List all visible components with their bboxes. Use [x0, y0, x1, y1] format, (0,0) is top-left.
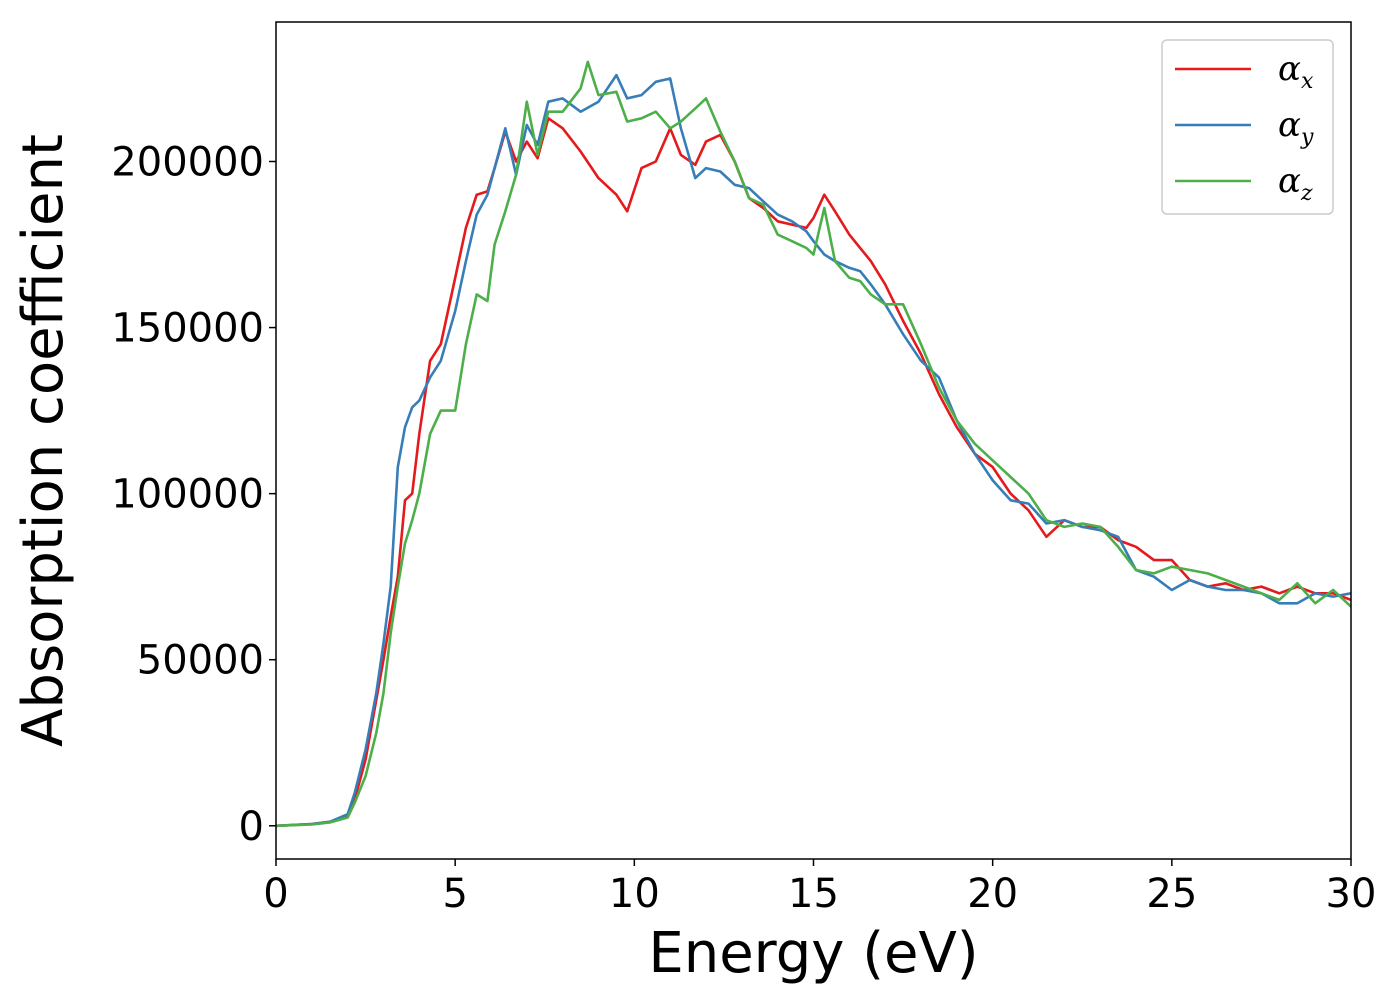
legend-box: [1161, 39, 1334, 215]
x-axis-ticks: 0 5 10 15 20 25 30: [263, 859, 1376, 917]
series-line-alpha-z: [276, 60, 1351, 828]
x-tick-label: 30: [1326, 871, 1377, 917]
x-tick-label: 20: [967, 871, 1018, 917]
x-axis-title: Energy (eV): [648, 921, 978, 986]
y-tick-label: 100000: [111, 472, 264, 518]
x-tick-label: 5: [442, 871, 467, 917]
y-tick-label: 0: [239, 804, 264, 850]
x-tick-label: 10: [609, 871, 660, 917]
y-tick-label: 200000: [111, 140, 264, 186]
y-axis-ticks: 0 50000 100000 150000 200000: [111, 140, 276, 850]
legend-label-alpha-y: αy: [1278, 105, 1314, 150]
x-tick-label: 0: [263, 871, 288, 917]
x-tick-label: 15: [788, 871, 839, 917]
plot-lines: [276, 60, 1351, 828]
series-line-alpha-x: [276, 117, 1351, 828]
series-line-alpha-y: [276, 73, 1351, 828]
y-tick-label: 150000: [111, 306, 264, 352]
y-tick-label: 50000: [137, 638, 264, 684]
legend-label-alpha-x: αx: [1278, 49, 1314, 94]
x-tick-label: 25: [1146, 871, 1197, 917]
y-axis-title: Absorption coefficient: [11, 134, 76, 747]
